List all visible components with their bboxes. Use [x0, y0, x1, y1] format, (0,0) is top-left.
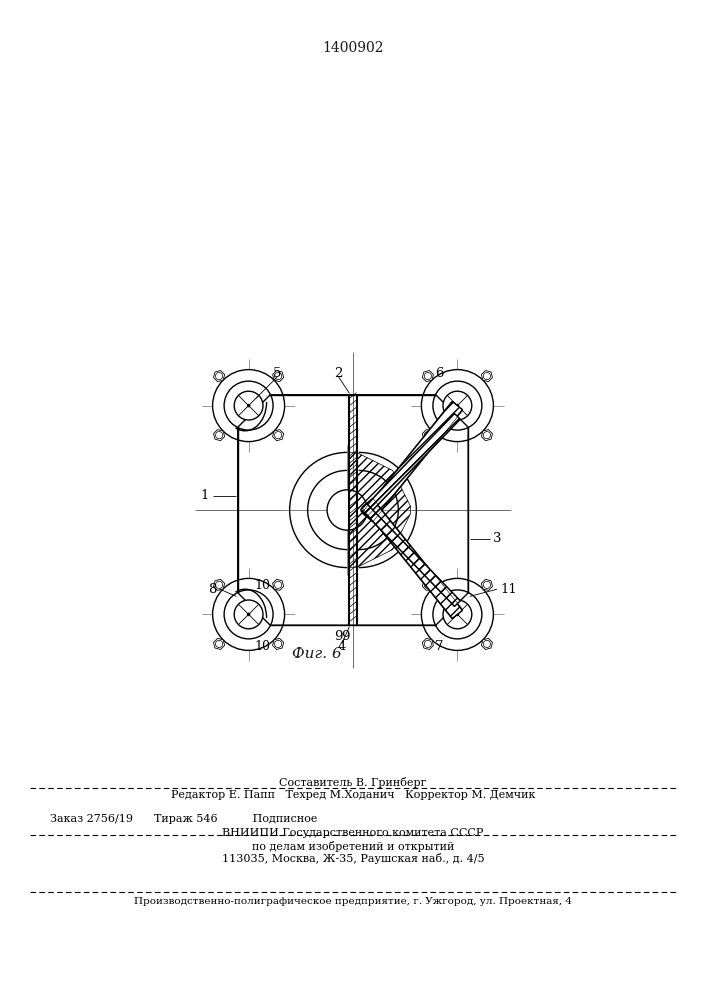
Polygon shape	[353, 395, 468, 625]
Circle shape	[224, 590, 273, 639]
Polygon shape	[422, 430, 433, 441]
Circle shape	[224, 381, 273, 430]
Text: 10: 10	[255, 640, 270, 653]
Circle shape	[327, 490, 368, 530]
Text: по делам изобретений и открытий: по делам изобретений и открытий	[252, 840, 454, 852]
Circle shape	[433, 381, 482, 430]
Text: 7: 7	[435, 640, 444, 653]
Circle shape	[421, 578, 493, 650]
Circle shape	[424, 581, 431, 588]
Text: Заказ 2756/19      Тираж 546          Подписное: Заказ 2756/19 Тираж 546 Подписное	[50, 814, 317, 824]
Polygon shape	[273, 579, 284, 590]
Text: 4: 4	[338, 640, 346, 653]
Circle shape	[274, 581, 281, 588]
Circle shape	[484, 581, 491, 588]
Text: 3: 3	[493, 532, 502, 545]
Text: 10: 10	[255, 579, 270, 592]
Circle shape	[216, 581, 223, 588]
Text: Редактор Е. Папп   Техред М.Ходанич   Корректор М. Демчик: Редактор Е. Папп Техред М.Ходанич Коррек…	[171, 790, 535, 800]
Text: ВНИИПИ Государственного комитета СССР: ВНИИПИ Государственного комитета СССР	[222, 828, 484, 838]
Polygon shape	[238, 395, 353, 625]
Text: Составитель В. Гринберг: Составитель В. Гринберг	[279, 776, 427, 788]
Circle shape	[213, 578, 285, 650]
Circle shape	[234, 391, 263, 420]
Polygon shape	[481, 638, 493, 649]
Polygon shape	[481, 371, 493, 382]
Circle shape	[443, 391, 472, 420]
Circle shape	[234, 600, 263, 629]
Polygon shape	[214, 430, 225, 441]
Polygon shape	[361, 414, 460, 516]
Text: 8: 8	[208, 583, 216, 596]
Polygon shape	[273, 430, 284, 441]
Circle shape	[247, 613, 250, 616]
Text: 6: 6	[435, 367, 444, 380]
Circle shape	[421, 370, 493, 442]
Polygon shape	[481, 579, 493, 590]
Text: Фиг. 6: Фиг. 6	[292, 647, 342, 661]
Circle shape	[456, 613, 459, 616]
Polygon shape	[422, 579, 433, 590]
Polygon shape	[273, 371, 284, 382]
Circle shape	[216, 432, 223, 439]
Polygon shape	[422, 371, 433, 382]
Polygon shape	[214, 371, 225, 382]
Polygon shape	[238, 395, 468, 625]
Text: 9: 9	[334, 630, 343, 643]
Polygon shape	[361, 504, 460, 606]
Circle shape	[443, 600, 472, 629]
Circle shape	[484, 432, 491, 439]
Circle shape	[456, 404, 459, 407]
Circle shape	[433, 590, 482, 639]
Text: 2: 2	[334, 367, 343, 380]
Polygon shape	[363, 499, 462, 618]
Circle shape	[247, 404, 250, 407]
Circle shape	[216, 372, 223, 380]
Circle shape	[484, 640, 491, 648]
Text: 9: 9	[341, 630, 350, 643]
Circle shape	[484, 372, 491, 380]
Polygon shape	[273, 638, 284, 649]
Polygon shape	[363, 402, 462, 521]
Text: 1400902: 1400902	[322, 41, 384, 55]
Circle shape	[274, 372, 281, 380]
Text: Производственно-полиграфическое предприятие, г. Ужгород, ул. Проектная, 4: Производственно-полиграфическое предприя…	[134, 898, 572, 906]
Circle shape	[424, 640, 431, 648]
Circle shape	[424, 432, 431, 439]
Text: 11: 11	[501, 583, 518, 596]
Circle shape	[424, 372, 431, 380]
Text: 1: 1	[201, 489, 209, 502]
Text: 5: 5	[273, 367, 281, 380]
Circle shape	[274, 432, 281, 439]
Circle shape	[213, 370, 285, 442]
Circle shape	[216, 640, 223, 648]
Polygon shape	[422, 638, 433, 649]
Text: 113035, Москва, Ж-35, Раушская наб., д. 4/5: 113035, Москва, Ж-35, Раушская наб., д. …	[222, 854, 484, 864]
Polygon shape	[481, 430, 493, 441]
Polygon shape	[214, 579, 225, 590]
Circle shape	[274, 640, 281, 648]
Polygon shape	[214, 638, 225, 649]
